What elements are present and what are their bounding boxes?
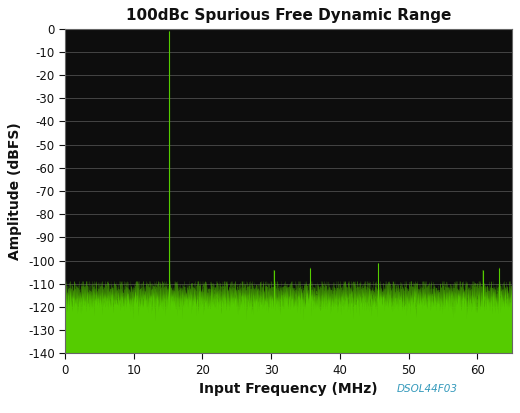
X-axis label: Input Frequency (MHz): Input Frequency (MHz) (199, 382, 378, 396)
Text: DSOL44F03: DSOL44F03 (397, 385, 458, 394)
Y-axis label: Amplitude (dBFS): Amplitude (dBFS) (8, 122, 22, 260)
Title: 100dBc Spurious Free Dynamic Range: 100dBc Spurious Free Dynamic Range (126, 8, 451, 23)
